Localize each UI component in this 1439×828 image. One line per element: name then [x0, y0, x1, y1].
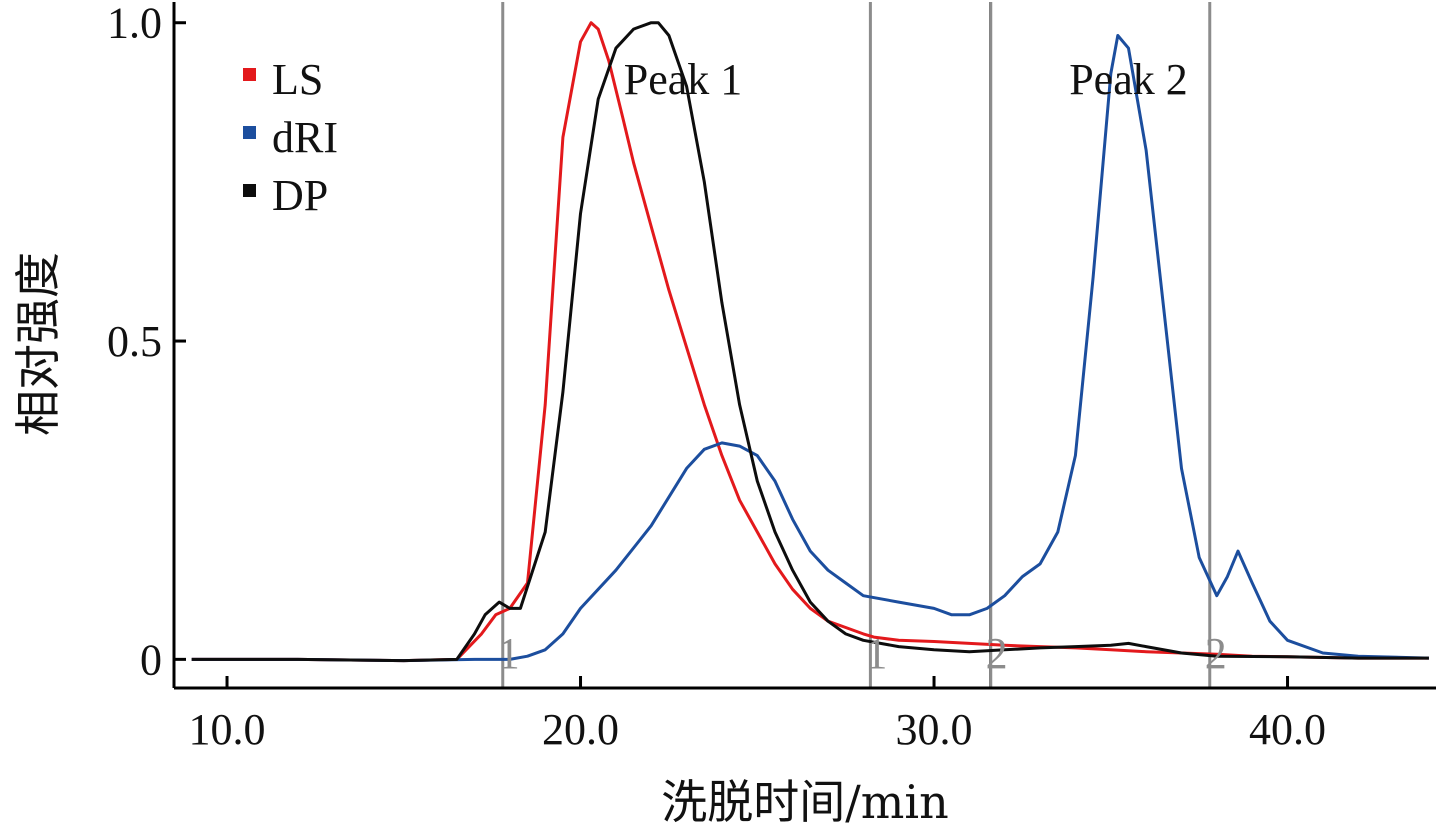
divider-number-label: 2	[986, 629, 1008, 678]
legend-swatch-dp	[243, 184, 256, 197]
legend-swatch-ls	[243, 68, 256, 81]
series-line-dri	[191, 34, 1429, 663]
axes	[172, 2, 1436, 690]
legend-swatch-dri	[243, 126, 256, 139]
peak-label: Peak 1	[624, 55, 743, 104]
divider-number-label: 2	[1205, 629, 1227, 678]
divider-number-label: 1	[498, 629, 520, 678]
x-ticks: 10.0 20.0 30.0 40.0	[189, 676, 1326, 754]
x-tick-label: 40.0	[1249, 705, 1326, 754]
legend-label-dp: DP	[272, 171, 328, 220]
y-tick-label: 1.0	[107, 0, 162, 48]
x-tick-label: 10.0	[189, 705, 266, 754]
divider-number-label: 1	[865, 629, 887, 678]
legend-label-ls: LS	[272, 55, 323, 104]
x-axis-title: 洗脱时间/min	[661, 775, 948, 828]
annotations: Peak 1 Peak 2	[624, 55, 1188, 104]
vertical-lines-group	[501, 2, 1212, 688]
y-tick-label: 0.5	[107, 317, 162, 366]
legend-label-dri: dRI	[272, 113, 338, 162]
x-tick-label: 20.0	[542, 705, 619, 754]
y-ticks: 0 0.5 1.0	[107, 0, 186, 684]
y-axis-title: 相对强度	[11, 252, 65, 436]
series-line-ls	[191, 21, 1429, 663]
x-tick-label: 30.0	[896, 705, 973, 754]
marker-labels: 1 1 2 2	[498, 629, 1227, 678]
peak-label: Peak 2	[1069, 55, 1188, 104]
y-tick-label: 0	[140, 635, 162, 684]
series-group	[191, 21, 1429, 663]
legend: LS dRI DP	[243, 55, 338, 220]
series-line-dp	[191, 21, 1429, 663]
